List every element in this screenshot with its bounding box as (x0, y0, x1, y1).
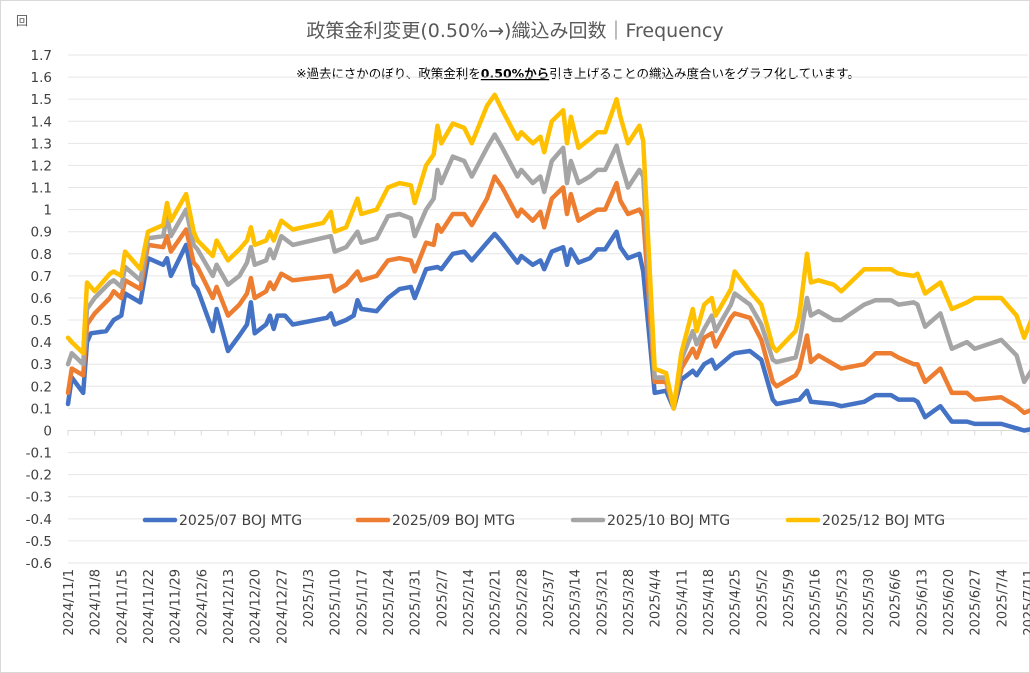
x-tick-label: 2025/1/31 (409, 569, 424, 636)
x-axis: 2024/11/1 2024/11/8 2024/11/15 2024/11/22 20… (62, 430, 1030, 644)
chart-title: 政策金利変更(0.50%→)織込み回数｜Frequency (306, 20, 723, 42)
x-tick-label: 2024/11/8 (89, 569, 104, 636)
legend-label: 2025/12 BOJ MTG (822, 513, 945, 529)
y-tick-label: 1.2 (31, 158, 52, 174)
y-tick-label: -0.5 (26, 534, 52, 550)
series-line-2 (65, 174, 1030, 416)
x-tick-label: 2025/3/7 (542, 569, 557, 627)
y-unit-label: 回 (16, 14, 28, 28)
x-tick-label: 2025/3/21 (595, 569, 610, 636)
legend-label: 2025/10 BOJ MTG (607, 513, 730, 529)
y-tick-label: 0.5 (31, 313, 52, 329)
y-tick-label: 1.1 (31, 181, 52, 197)
x-tick-label: 2024/12/20 (249, 569, 264, 644)
note-suffix: 引き上げることの織込み度合いをグラフ化しています。 (549, 66, 860, 81)
y-tick-label: 0 (43, 423, 52, 439)
series-group (65, 92, 1030, 433)
x-tick-label: 2025/1/10 (329, 569, 344, 636)
y-tick-label: 0.2 (31, 379, 52, 395)
y-tick-label: 1 (43, 203, 52, 219)
x-tick-label: 2024/11/29 (169, 569, 184, 644)
y-tick-label: 1.4 (31, 114, 52, 130)
x-tick-label: 2025/4/18 (702, 569, 717, 636)
y-tick-label: 0.6 (31, 291, 52, 307)
x-tick-label: 2025/6/20 (942, 569, 957, 636)
x-tick-label: 2025/1/17 (355, 569, 370, 636)
y-tick-label: -0.6 (26, 556, 52, 572)
x-tick-label: 2025/5/2 (755, 569, 770, 627)
y-tick-label: 1.7 (31, 48, 52, 64)
y-tick-label: 0.7 (31, 269, 52, 285)
y-tick-label: -0.4 (26, 512, 52, 528)
y-tick-label: -0.2 (26, 468, 52, 484)
x-tick-label: 2025/5/30 (862, 569, 877, 636)
x-tick-label: 2025/7/11 (1022, 569, 1030, 636)
x-tick-label: 2025/5/23 (835, 569, 850, 636)
y-axis: 1.7 1.6 1.5 1.4 1.3 1.2 1.1 1 0.9 0.8 0.7 0.6 0.5 0.4… (26, 48, 52, 572)
x-tick-label: 2025/1/3 (302, 569, 317, 627)
y-tick-label: 0.1 (31, 401, 52, 417)
y-tick-label: -0.1 (26, 446, 52, 462)
legend-label: 2025/07 BOJ MTG (179, 513, 302, 529)
legend-label: 2025/09 BOJ MTG (392, 513, 515, 529)
chart-note: ※過去にさかのぼり、政策金利を0.50%から引き上げることの織込み度合いをグラフ… (296, 66, 860, 81)
y-tick-label: 0.9 (31, 225, 52, 241)
series-line-4 (65, 92, 1030, 411)
x-tick-label: 2024/12/27 (275, 569, 290, 644)
x-tick-label: 2024/12/6 (195, 569, 210, 636)
y-tick-label: 0.8 (31, 247, 52, 263)
x-tick-label: 2025/5/16 (809, 569, 824, 636)
x-tick-label: 2024/12/13 (222, 569, 237, 644)
note-highlight: 0.50%から (481, 66, 549, 81)
x-tick-label: 2025/6/13 (915, 569, 930, 636)
x-tick-label: 2025/6/6 (889, 569, 904, 627)
x-tick-label: 2025/2/14 (462, 569, 477, 636)
x-tick-label: 2025/2/21 (489, 569, 504, 636)
y-tick-label: 0.3 (31, 357, 52, 373)
x-tick-label: 2025/1/24 (382, 569, 397, 636)
x-tick-label: 2024/11/1 (62, 569, 77, 636)
note-prefix: ※過去にさかのぼり、政策金利を (296, 66, 481, 81)
x-tick-label: 2025/3/28 (622, 569, 637, 636)
y-tick-label: 1.5 (31, 92, 52, 108)
x-tick-label: 2025/4/11 (675, 569, 690, 636)
x-tick-label: 2025/4/25 (729, 569, 744, 636)
series-line-3 (65, 132, 1030, 411)
x-tick-label: 2025/5/9 (782, 569, 797, 627)
x-tick-label: 2025/6/27 (969, 569, 984, 636)
y-tick-label: -0.3 (26, 490, 52, 506)
x-tick-label: 2024/11/22 (142, 569, 157, 644)
y-tick-label: 1.3 (31, 136, 52, 152)
x-tick-label: 2025/2/7 (435, 569, 450, 627)
x-tick-label: 2025/7/4 (995, 569, 1010, 627)
y-tick-label: 0.4 (31, 335, 52, 351)
x-tick-label: 2024/11/15 (115, 569, 130, 644)
y-tick-label: 1.6 (31, 70, 52, 86)
legend: 2025/07 BOJ MTG 2025/09 BOJ MTG 2025/10 BO… (142, 513, 945, 529)
series-line-1 (65, 229, 1030, 433)
x-tick-label: 2025/2/28 (515, 569, 530, 636)
x-tick-label: 2025/4/4 (649, 569, 664, 627)
x-tick-label: 2025/3/14 (569, 569, 584, 636)
